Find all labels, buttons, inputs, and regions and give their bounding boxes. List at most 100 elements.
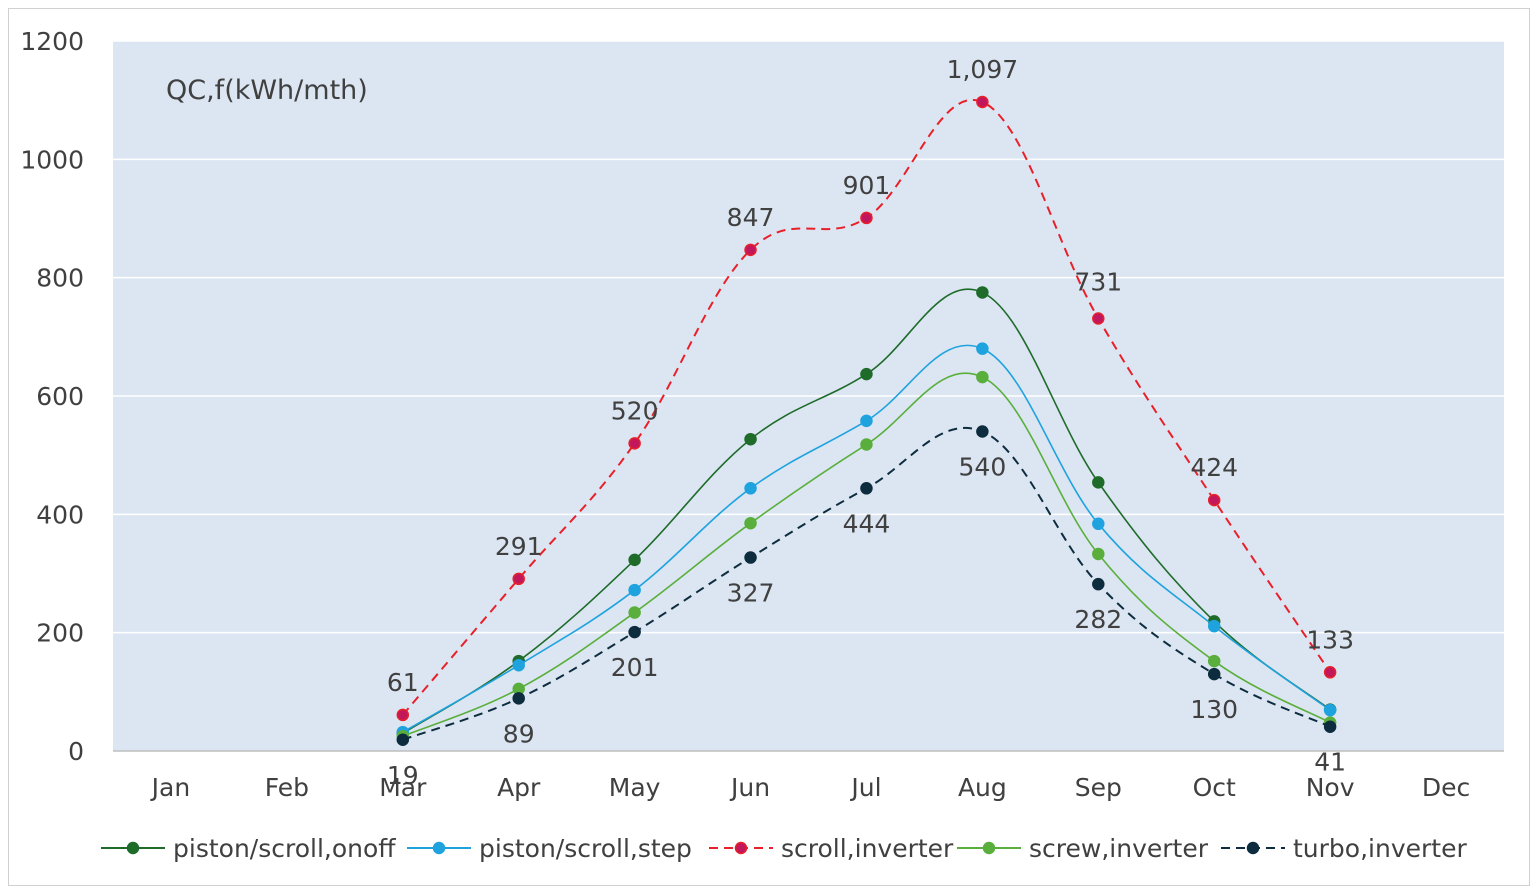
- data-label: 847: [727, 203, 775, 232]
- y-axis-ticks: 0 200 400 600 800 1000 1200: [20, 27, 84, 766]
- legend-entry: piston/scroll,step: [407, 834, 692, 863]
- data-point: [976, 342, 989, 355]
- data-point: [628, 606, 641, 619]
- series-line: [402, 344, 1331, 733]
- data-point: [512, 658, 525, 672]
- data-label: 89: [503, 719, 535, 748]
- series-line: [402, 426, 1331, 741]
- legend-label: scroll,inverter: [781, 834, 954, 863]
- data-label: 520: [611, 396, 659, 425]
- data-point: [860, 211, 873, 225]
- data-point: [1092, 547, 1105, 561]
- x-tick-label: Mar: [379, 773, 427, 802]
- x-tick-label: Sep: [1075, 773, 1122, 802]
- series-line: [402, 372, 1331, 737]
- gridlines: [113, 40, 1504, 752]
- series-lines: [396, 95, 1337, 747]
- data-point: [744, 551, 757, 564]
- chart-frame: 0 200 400 600 800 1000 1200 Jan Feb Mar Apr May Jun…: [8, 8, 1530, 886]
- legend-label: piston/scroll,onoff: [173, 834, 396, 863]
- data-label: 444: [843, 509, 891, 538]
- data-point: [1092, 476, 1105, 489]
- legend-entry: turbo,inverter: [1221, 834, 1467, 863]
- data-point: [744, 432, 757, 446]
- data-label: 41: [1314, 748, 1346, 777]
- data-point: [396, 708, 410, 722]
- legend-entry: scroll,inverter: [709, 834, 954, 863]
- data-label: 61: [387, 668, 419, 697]
- series-line: [402, 98, 1331, 716]
- x-tick-label: Jun: [729, 773, 770, 802]
- data-label: 201: [611, 653, 659, 682]
- legend-entry: screw,inverter: [957, 834, 1209, 863]
- series-turbo-inverter: [396, 425, 1337, 747]
- x-tick-label: Feb: [265, 773, 309, 802]
- data-point: [1092, 517, 1105, 531]
- legend-marker: [126, 841, 140, 855]
- data-point: [744, 482, 757, 495]
- data-point: [396, 733, 410, 747]
- data-label: 327: [727, 579, 775, 608]
- x-tick-label: Apr: [497, 773, 541, 802]
- y-tick-label: 200: [36, 619, 84, 648]
- data-point: [512, 572, 525, 586]
- data-point: [860, 438, 873, 451]
- data-point: [976, 95, 989, 109]
- data-label: 731: [1074, 267, 1122, 296]
- data-point: [512, 692, 525, 705]
- x-axis-ticks: Jan Feb Mar Apr May Jun Jul Aug Sep Oct Nov Dec: [150, 773, 1471, 802]
- data-label: 130: [1190, 695, 1238, 724]
- chart-annotation: QC,f(kWh/mth): [166, 75, 368, 106]
- y-tick-label: 1200: [20, 27, 84, 56]
- data-point: [976, 370, 989, 384]
- data-label: 424: [1190, 453, 1238, 482]
- data-point: [976, 425, 989, 438]
- data-point: [860, 482, 873, 495]
- x-tick-label: Dec: [1422, 773, 1470, 802]
- data-label: 133: [1306, 625, 1354, 654]
- data-point: [1207, 493, 1221, 507]
- x-tick-label: Nov: [1306, 773, 1355, 802]
- legend-marker: [1246, 841, 1260, 855]
- data-label: 19: [387, 761, 419, 790]
- legend-label: turbo,inverter: [1293, 834, 1467, 863]
- legend-marker: [734, 841, 748, 855]
- data-label: 540: [959, 453, 1007, 482]
- data-point: [1323, 703, 1337, 717]
- data-labels: 61 291 520 847 901 1,097 731 424 133 19 89 201 327 44…: [387, 55, 1354, 790]
- x-tick-label: May: [609, 773, 661, 802]
- data-point: [628, 625, 641, 639]
- data-label: 1,097: [947, 55, 1019, 84]
- data-point: [628, 583, 641, 597]
- data-label: 291: [495, 532, 543, 561]
- legend-label: screw,inverter: [1029, 834, 1209, 863]
- legend-marker: [432, 841, 446, 855]
- data-point: [744, 516, 757, 530]
- data-point: [1092, 577, 1105, 591]
- data-point: [1207, 619, 1221, 633]
- data-point: [628, 553, 641, 567]
- data-point: [1092, 312, 1105, 325]
- x-tick-label: Jan: [150, 773, 191, 802]
- data-point: [860, 414, 873, 428]
- x-tick-label: Jul: [849, 773, 881, 802]
- data-point: [976, 286, 989, 299]
- legend-marker: [982, 841, 996, 855]
- series-line: [402, 288, 1331, 734]
- y-tick-label: 400: [36, 500, 84, 529]
- x-tick-label: Aug: [958, 773, 1007, 802]
- data-point: [1207, 667, 1221, 681]
- data-point: [860, 367, 873, 381]
- y-tick-label: 0: [68, 737, 84, 766]
- data-point: [1323, 666, 1337, 679]
- line-chart: 0 200 400 600 800 1000 1200 Jan Feb Mar Apr May Jun…: [20, 27, 1504, 863]
- data-point: [1207, 654, 1221, 668]
- data-label: 282: [1074, 605, 1122, 634]
- series-scroll-inverter: [396, 95, 1337, 722]
- data-point: [628, 437, 641, 450]
- legend-entry: piston/scroll,onoff: [101, 834, 396, 863]
- y-tick-label: 800: [36, 264, 84, 293]
- legend: piston/scroll,onoff piston/scroll,step scr…: [101, 834, 1467, 863]
- x-tick-label: Oct: [1193, 773, 1236, 802]
- y-tick-label: 600: [36, 382, 84, 411]
